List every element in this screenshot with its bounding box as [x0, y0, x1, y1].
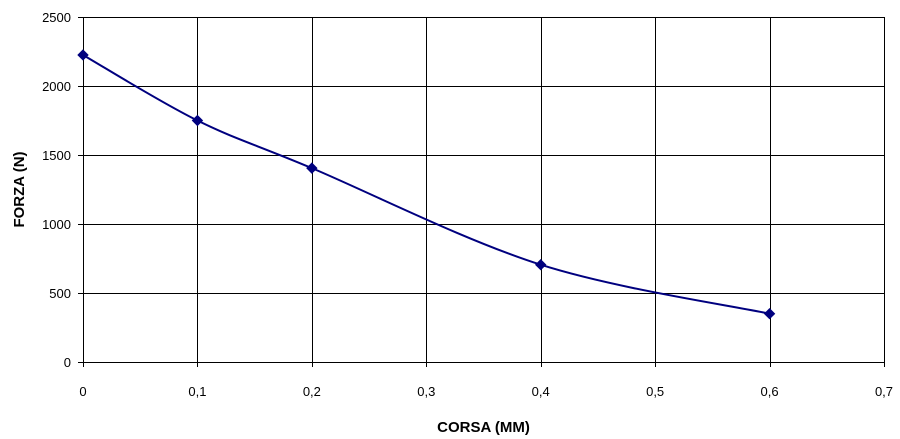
series-markers	[77, 49, 776, 320]
x-tick-label: 0,2	[303, 384, 321, 399]
data-point-marker	[306, 162, 318, 174]
x-tick-label: 0,5	[646, 384, 664, 399]
x-axis-title: CORSA (MM)	[437, 419, 530, 436]
x-tick-label: 0	[79, 384, 86, 399]
tick-labels: 0 0,1 0,2 0,3 0,4 0,5 0,6 0,7 0 500 1000 1500 2000 25…	[42, 10, 893, 399]
data-point-marker	[763, 307, 776, 320]
y-tick-label: 0	[64, 355, 71, 370]
x-tick-label: 0,7	[875, 384, 893, 399]
series-line	[82, 54, 770, 315]
axes	[78, 17, 885, 367]
y-tick-label: 1500	[42, 148, 71, 163]
y-tick-label: 2500	[42, 10, 71, 25]
y-axis-title: FORZA (N)	[11, 151, 28, 227]
data-point-marker	[535, 259, 547, 271]
data-point-marker	[191, 114, 204, 127]
plot-area	[83, 17, 885, 363]
x-tick-label: 0,3	[417, 384, 435, 399]
y-tick-label: 1000	[42, 217, 71, 232]
y-tick-label: 2000	[42, 79, 71, 94]
grid	[83, 17, 885, 363]
data-point-marker	[77, 49, 89, 61]
y-tick-label: 500	[49, 286, 71, 301]
x-tick-label: 0,6	[761, 384, 779, 399]
x-tick-label: 0,1	[188, 384, 206, 399]
x-tick-label: 0,4	[532, 384, 550, 399]
